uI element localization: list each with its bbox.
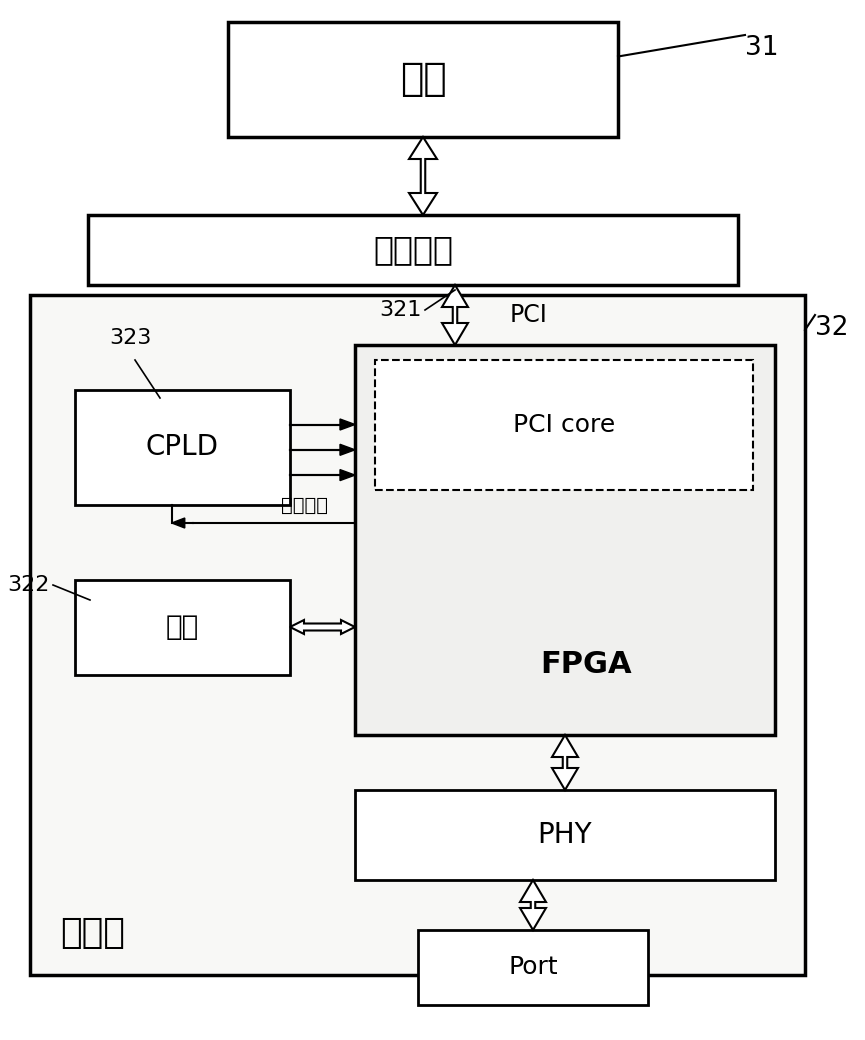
Polygon shape <box>340 419 355 430</box>
Bar <box>75 390 290 505</box>
Text: 321: 321 <box>379 300 421 320</box>
Text: 32: 32 <box>815 315 849 341</box>
Text: 322: 322 <box>8 575 50 595</box>
Text: PHY: PHY <box>538 821 593 849</box>
Bar <box>228 22 618 137</box>
Text: PCI: PCI <box>510 303 548 327</box>
Polygon shape <box>442 285 468 345</box>
Polygon shape <box>552 735 578 790</box>
Bar <box>355 790 775 880</box>
Bar <box>30 295 805 976</box>
Text: 启动信号: 启动信号 <box>280 496 328 515</box>
Text: 323: 323 <box>109 328 151 348</box>
Polygon shape <box>409 137 437 215</box>
Text: Port: Port <box>509 955 558 979</box>
Bar <box>418 930 648 1005</box>
Text: CPLD: CPLD <box>145 433 219 461</box>
Text: PCI core: PCI core <box>513 413 615 437</box>
Text: 31: 31 <box>745 35 778 61</box>
Bar <box>375 360 753 490</box>
Bar <box>88 215 738 285</box>
Bar <box>75 580 290 675</box>
Polygon shape <box>340 444 355 456</box>
Text: 主板: 主板 <box>400 60 446 98</box>
Polygon shape <box>290 620 355 634</box>
Text: 接口卡: 接口卡 <box>60 916 125 950</box>
Text: FPGA: FPGA <box>540 650 631 679</box>
Text: 连接器件: 连接器件 <box>373 234 453 266</box>
Polygon shape <box>172 518 185 528</box>
Polygon shape <box>520 880 546 930</box>
Bar <box>355 345 775 735</box>
Polygon shape <box>340 470 355 480</box>
Text: 闪存: 闪存 <box>165 613 199 641</box>
